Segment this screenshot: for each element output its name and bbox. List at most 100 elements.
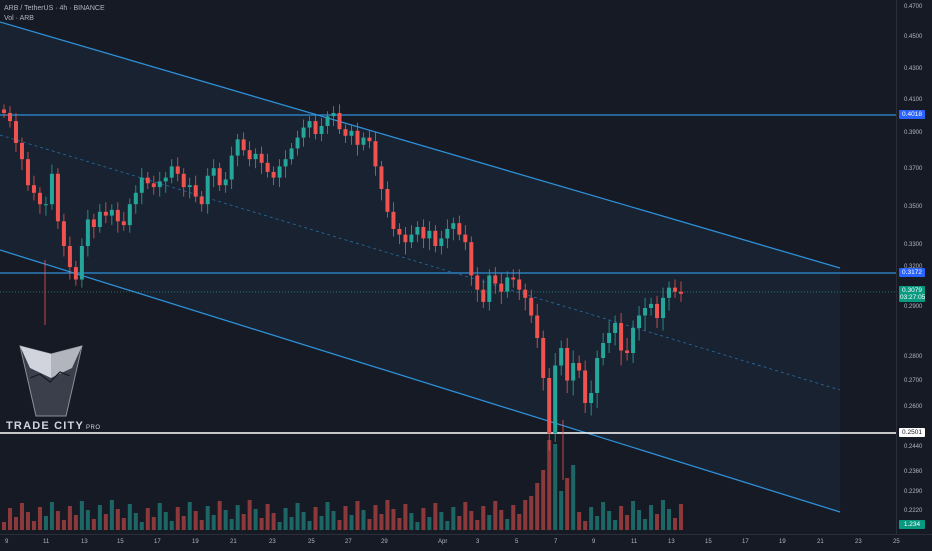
candle-body [325, 116, 330, 126]
price-tick-label: 0.2600 [904, 404, 923, 410]
volume-bar [319, 516, 324, 530]
volume-bar [631, 501, 636, 530]
volume-bar [655, 514, 660, 530]
volume-bar [433, 503, 438, 530]
volume-bar [325, 502, 330, 530]
volume-bar [127, 504, 132, 530]
volume-bar [13, 517, 18, 530]
candle-body [559, 348, 564, 366]
candle-body [91, 219, 96, 227]
volume-bar [673, 518, 678, 530]
candle-body [169, 166, 174, 178]
volume-bar [571, 465, 576, 530]
candle-body [187, 185, 192, 188]
candle-body [601, 343, 606, 358]
resistance-mid-tag: 0.3172 [899, 268, 925, 277]
volume-bar [481, 506, 486, 530]
volume-bar [607, 511, 612, 530]
volume-bar [679, 504, 683, 530]
price-tick-label: 0.3200 [904, 264, 923, 270]
candle-body [193, 185, 198, 197]
volume-bar [55, 511, 60, 530]
candle-body [31, 185, 36, 193]
candle-body [205, 175, 210, 205]
volume-bar [271, 513, 276, 530]
candle-body [145, 177, 150, 184]
candle-body [97, 211, 102, 227]
volume-bar [649, 505, 654, 530]
volume-bar [343, 506, 348, 530]
volume-bar [409, 513, 414, 530]
candle-body [403, 234, 408, 243]
channel-fill [0, 22, 840, 512]
time-tick-label: 17 [154, 539, 161, 545]
volume-bar [151, 517, 156, 530]
candle-body [337, 112, 342, 130]
price-tick-label: 0.4100 [904, 97, 923, 103]
price-tick-label: 0.4700 [904, 4, 923, 10]
candle-body [649, 303, 654, 308]
volume-bar [547, 440, 552, 530]
price-tick-label: 0.3900 [904, 130, 923, 136]
time-axis[interactable]: 9 11 13 15 17 19 21 23 25 27 29 Apr 3 5 7 9 11 13 15 17 19 21… [0, 534, 932, 551]
candle-body [487, 275, 492, 302]
candle-body [121, 221, 126, 226]
volume-bar [103, 514, 108, 530]
price-tick-label: 0.2800 [904, 354, 923, 360]
resistance-high-tag: 0.4018 [899, 110, 925, 119]
volume-bar [85, 510, 90, 530]
volume-bar [187, 502, 192, 530]
volume-bar [145, 508, 150, 530]
candle-body [235, 139, 240, 156]
price-tick-label: 0.2220 [904, 508, 923, 514]
candle-body [61, 221, 66, 246]
volume-bar [637, 510, 642, 530]
chart-header: ARB / TetherUS · 4h · BINANCE Vol · ARB [4, 4, 105, 24]
volume-bar [487, 515, 492, 530]
last-price-value: 0.3079 [902, 286, 922, 294]
volume-bar [367, 519, 372, 530]
price-axis[interactable]: 0.4700 0.4500 0.4300 0.4100 0.3900 0.3700 0.35… [896, 0, 932, 534]
time-tick-label: 15 [117, 539, 124, 545]
volume-bar [529, 496, 534, 530]
candle-body [313, 121, 318, 134]
volume-bar [493, 501, 498, 530]
volume-bar [331, 511, 336, 530]
volume-bar [169, 521, 174, 530]
volume-bar [397, 518, 402, 530]
price-tick-label: 0.3500 [904, 204, 923, 210]
volume-legend[interactable]: Vol · ARB [4, 15, 34, 22]
time-tick-label: 21 [817, 539, 824, 545]
volume-bar [31, 521, 36, 530]
candle-body [109, 209, 114, 216]
candle-body [535, 315, 540, 338]
volume-bar [499, 510, 504, 530]
candle-body [151, 183, 156, 188]
time-tick-label: 25 [893, 539, 900, 545]
volume-bar [49, 502, 54, 530]
support-tag: 0.2501 [899, 428, 925, 437]
volume-bar [91, 519, 96, 530]
volume-bar [577, 512, 582, 530]
volume-bar [553, 444, 558, 530]
candle-body [103, 211, 108, 216]
candle-body [79, 246, 84, 280]
channel-mid-line [0, 134, 841, 391]
candle-body [457, 223, 462, 235]
volume-bar [283, 508, 288, 530]
candle-body [127, 204, 132, 226]
time-tick-label: 3 [476, 539, 480, 545]
symbol-title[interactable]: ARB / TetherUS · 4h · BINANCE [4, 5, 105, 12]
candle-body [469, 242, 474, 276]
candle-body [439, 238, 444, 246]
volume-bar [253, 509, 258, 530]
time-tick-label: 21 [230, 539, 237, 545]
volume-bar [475, 520, 480, 530]
price-tick-label: 0.2700 [904, 378, 923, 384]
volume-bar [217, 501, 222, 530]
time-tick-label: 11 [631, 539, 638, 545]
volume-bar [73, 515, 78, 530]
volume-bar [25, 512, 30, 530]
